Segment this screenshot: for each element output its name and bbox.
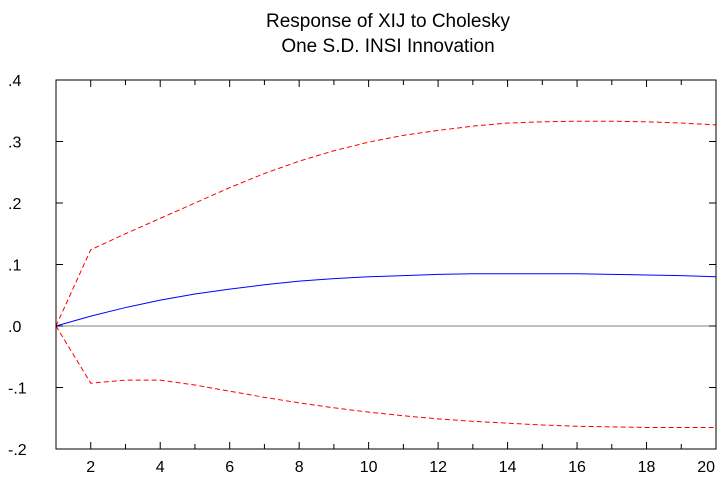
y-tick-label: .3: [8, 135, 21, 152]
x-axis: 2 4 6 8 10 12 14 16 18 20: [55, 80, 717, 476]
series-group: [55, 120, 717, 428]
x-tick-label: 16: [568, 459, 586, 476]
x-tick-label: 10: [360, 459, 378, 476]
chart-title-line-1: Response of XIJ to Cholesky: [266, 11, 510, 32]
chart-title: Response of XIJ to Cholesky One S.D. INS…: [266, 11, 510, 57]
y-tick-label: .4: [8, 73, 21, 90]
y-axis: -.2 -.1 .0 .1 .2 .3 .4: [8, 73, 716, 459]
x-tick-label: 4: [156, 459, 165, 476]
y-tick-label: -.2: [8, 442, 27, 459]
series-line-upper-band: [55, 120, 717, 327]
x-tick-label: 12: [429, 459, 447, 476]
x-tick-label: 14: [499, 459, 517, 476]
series-line-response: [55, 273, 717, 327]
x-tick-label: 6: [225, 459, 234, 476]
y-tick-label: .0: [8, 319, 21, 336]
y-tick-label: .2: [8, 196, 21, 213]
y-tick-label: .1: [8, 258, 21, 275]
series-line-lower-band: [55, 325, 716, 428]
chart-title-line-2: One S.D. INSI Innovation: [281, 36, 494, 57]
x-tick-label: 2: [86, 459, 95, 476]
plot-frame: [55, 79, 717, 450]
y-tick-label: -.1: [8, 381, 27, 398]
x-tick-label: 8: [295, 459, 304, 476]
x-tick-label: 18: [638, 459, 656, 476]
x-tick-label: 20: [697, 459, 715, 476]
